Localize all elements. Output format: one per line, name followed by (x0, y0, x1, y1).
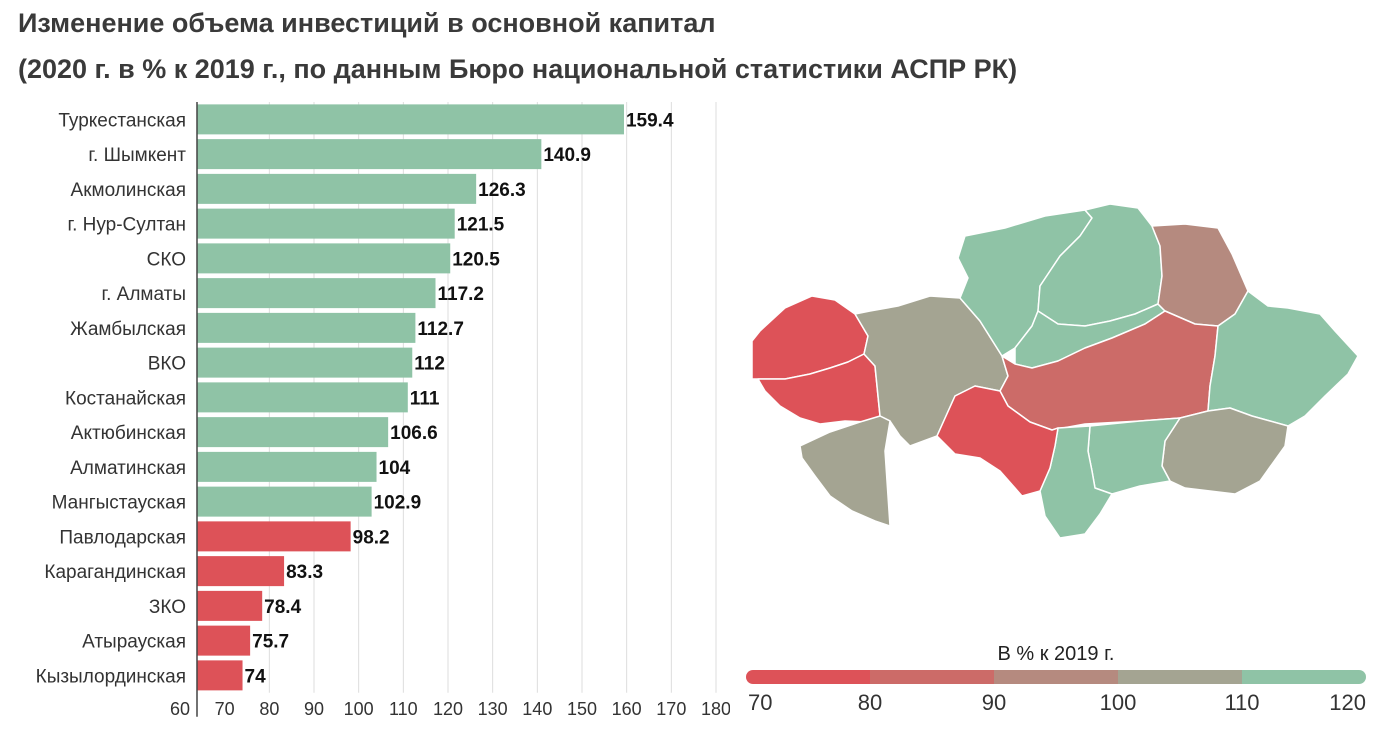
bar (197, 417, 389, 448)
region-pavlodar (1151, 223, 1249, 327)
x-tick-label: 150 (567, 699, 597, 719)
data-label: 159.4 (626, 110, 674, 131)
bar (197, 104, 624, 135)
region-vko (1207, 290, 1359, 427)
bar (197, 278, 436, 309)
data-label: 111 (410, 388, 440, 409)
bar (197, 451, 377, 482)
data-label: 106.6 (390, 423, 438, 444)
category-label: Актюбинская (71, 423, 186, 444)
chart-title: Изменение объема инвестиций в основной к… (18, 8, 716, 38)
bar (197, 382, 408, 413)
legend-color-segment (870, 670, 995, 684)
bar-chart: Туркестанская 159.4 г. Шымкент 140.9 Акмолин… (36, 102, 730, 719)
data-label: 121.5 (457, 215, 505, 236)
kazakhstan-choropleth-map (751, 203, 1359, 539)
x-tick-label: 180 (701, 699, 730, 719)
legend-title: В % к 2019 г. (997, 643, 1114, 665)
data-label: 112.7 (417, 319, 464, 340)
x-tick-label: 110 (389, 699, 418, 719)
x-tick-label: 90 (304, 699, 324, 719)
map-legend: В % к 2019 г. 70 80 90 100 110 120 (746, 643, 1366, 715)
legend-tick-label: 90 (982, 690, 1006, 715)
data-label: 120.5 (452, 249, 500, 270)
bar (197, 521, 351, 552)
chart-subtitle: (2020 г. в % к 2019 г., по данным Бюро н… (18, 54, 1018, 84)
data-label: 112 (414, 354, 445, 375)
legend-color-segment-fill (754, 670, 870, 684)
data-label: 126.3 (478, 180, 526, 201)
category-label: Карагандинская (44, 562, 186, 583)
category-label: Алматинская (70, 458, 186, 479)
legend-tick-label: 100 (1100, 690, 1137, 715)
legend-color-segment (994, 670, 1119, 684)
category-label: Мангыстауская (52, 493, 186, 514)
legend-tick-label: 120 (1329, 690, 1366, 715)
category-label: Туркестанская (58, 110, 186, 131)
data-label: 78.4 (264, 597, 301, 618)
legend-color-segment-fill (1242, 670, 1358, 684)
data-label: 102.9 (374, 493, 422, 514)
legend-tick-label: 70 (748, 690, 772, 715)
x-tick-label: 140 (522, 699, 552, 719)
bar (197, 139, 542, 170)
data-label: 98.2 (353, 527, 390, 548)
category-label: Атырауская (82, 632, 186, 653)
category-label: Жамбылская (70, 319, 186, 340)
bar (197, 173, 477, 204)
data-label: 104 (379, 458, 411, 479)
x-tick-label: 160 (612, 699, 642, 719)
data-label: 83.3 (286, 562, 323, 583)
data-label: 75.7 (252, 632, 289, 653)
bar (197, 243, 451, 274)
bar (197, 590, 263, 621)
x-tick-label: 80 (259, 699, 279, 719)
data-label: 74 (245, 666, 267, 687)
legend-color-segment (1118, 670, 1243, 684)
legend-tick-label: 80 (858, 690, 882, 715)
category-label: г. Нур-Султан (67, 215, 186, 236)
data-label: 117.2 (437, 284, 484, 305)
category-label: Павлодарская (59, 527, 186, 548)
region-mangystau (799, 415, 891, 527)
bar (197, 208, 455, 239)
category-label: г. Алматы (102, 284, 187, 305)
region-kyzylorda (936, 385, 1059, 497)
category-label: Костанайская (65, 388, 186, 409)
category-label: ВКО (148, 354, 186, 375)
bar (197, 312, 416, 343)
data-label: 140.9 (543, 145, 591, 166)
bar (197, 347, 413, 378)
bar (197, 556, 285, 587)
legend-tick-label: 110 (1224, 690, 1259, 715)
category-label: СКО (147, 249, 186, 270)
x-tick-label: 170 (656, 699, 686, 719)
category-label: ЗКО (149, 597, 186, 618)
region-almaty-oblast (1161, 407, 1289, 495)
bar (197, 625, 251, 656)
x-tick-label: 100 (344, 699, 374, 719)
category-label: Акмолинская (71, 180, 186, 201)
x-tick-label: 130 (478, 699, 508, 719)
x-tick-label: 70 (215, 699, 235, 719)
x-tick-label: 120 (433, 699, 463, 719)
x-tick-label: 60 (170, 699, 190, 719)
bar (197, 486, 372, 517)
category-label: Кызылординская (36, 666, 186, 687)
category-label: г. Шымкент (88, 145, 186, 166)
bar (197, 660, 243, 691)
